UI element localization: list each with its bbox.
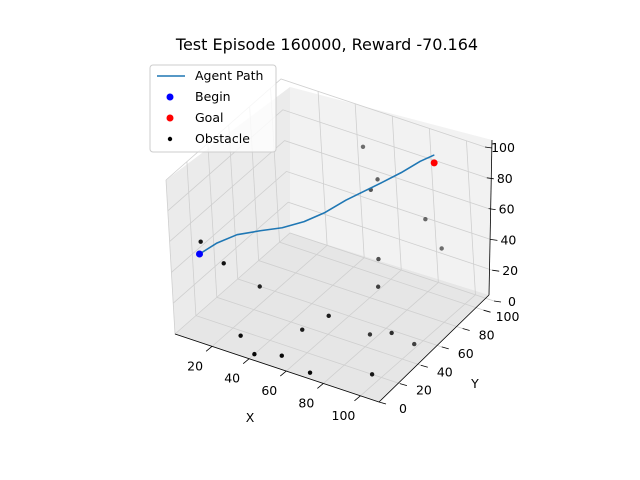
legend-begin-dot-icon — [166, 93, 174, 101]
y-tick-mark — [462, 328, 470, 331]
y-tick-mark — [441, 346, 449, 350]
x-tick-label: 80 — [298, 395, 314, 410]
obstacle-point — [326, 313, 331, 319]
obstacle-point — [423, 216, 428, 222]
goal-point — [430, 159, 438, 167]
grid-line-z — [174, 232, 495, 335]
obstacle-point — [198, 239, 203, 244]
axis-lines — [174, 139, 493, 403]
x-tick-label: 60 — [261, 383, 277, 398]
x-tick-mark — [205, 346, 213, 352]
x-tick-mark — [242, 358, 250, 365]
obstacle-point — [375, 284, 381, 289]
y-tick-mark — [420, 364, 428, 368]
obstacle-point — [279, 353, 284, 358]
back-wall-pane — [290, 87, 492, 295]
y-tick-label: 0 — [399, 401, 407, 416]
x-tick-label: 100 — [332, 408, 356, 423]
obstacle-point — [238, 333, 243, 338]
obstacle-point — [221, 261, 226, 266]
obstacle-point — [375, 177, 380, 182]
z-tick-mark — [493, 300, 502, 303]
obstacle-point — [369, 372, 375, 377]
y-tick-label: 60 — [458, 346, 474, 361]
obstacle-point — [257, 284, 262, 289]
x-axis-line — [174, 333, 380, 403]
legend: Agent Path Begin Goal Obstacle — [149, 64, 277, 153]
y-axis-line — [378, 294, 490, 403]
legend-box — [149, 64, 277, 153]
legend-label-agent-path: Agent Path — [195, 68, 263, 83]
y-tick-mark — [378, 401, 387, 405]
legend-label-goal: Goal — [195, 110, 223, 125]
grid-line-z — [171, 170, 491, 273]
z-tick-label: 60 — [499, 202, 515, 217]
y-tick-mark — [399, 383, 408, 387]
obstacle-point — [367, 332, 373, 337]
obstacle-point — [412, 341, 417, 347]
legend-goal-dot-icon — [166, 114, 174, 122]
obstacle-point — [439, 246, 444, 251]
begin-point — [196, 250, 203, 258]
x-tick-mark — [317, 383, 324, 389]
x-tick-label: 40 — [224, 371, 240, 386]
y-tick-label: 100 — [496, 309, 520, 324]
tick-marks — [205, 146, 502, 405]
z-tick-mark — [486, 177, 494, 180]
endpoint-markers — [196, 159, 438, 258]
agent-path-group — [198, 154, 435, 255]
z-tick-label: 0 — [508, 294, 516, 309]
z-tick-label: 80 — [497, 171, 513, 186]
obstacle-point — [376, 256, 381, 262]
y-axis-label: Y — [470, 376, 479, 391]
obstacle-point — [389, 330, 394, 336]
grid-line-z — [172, 201, 493, 304]
y-tick-label: 80 — [479, 328, 495, 343]
z-tick-mark — [490, 239, 498, 241]
grid-line-z — [169, 140, 489, 242]
y-tick-mark — [483, 309, 491, 313]
chart-title: Test Episode 160000, Reward -70.164 — [175, 35, 478, 54]
grid-line-z — [167, 109, 487, 212]
z-tick-mark — [488, 208, 496, 210]
obstacle-point — [252, 351, 257, 357]
obstacle-point — [300, 327, 305, 332]
obstacle-point — [307, 370, 313, 375]
legend-obstacle-dot-icon — [167, 136, 173, 142]
x-tick-mark — [280, 370, 287, 377]
obstacle-markers — [198, 144, 444, 377]
z-tick-label: 20 — [502, 263, 518, 278]
y-tick-label: 40 — [437, 364, 453, 379]
x-tick-mark — [354, 395, 361, 402]
z-tick-label: 40 — [500, 232, 516, 247]
y-tick-label: 20 — [416, 383, 432, 398]
agent-path-line — [198, 154, 435, 255]
x-axis-label: X — [246, 410, 255, 425]
obstacle-point — [360, 144, 366, 149]
z-axis-line — [488, 139, 493, 296]
z-tick-mark — [492, 269, 500, 272]
z-tick-label: 100 — [491, 140, 515, 155]
z-tick-mark — [484, 146, 493, 149]
legend-label-obstacle: Obstacle — [195, 131, 250, 146]
legend-label-begin: Begin — [195, 89, 231, 104]
x-tick-label: 20 — [187, 358, 203, 373]
